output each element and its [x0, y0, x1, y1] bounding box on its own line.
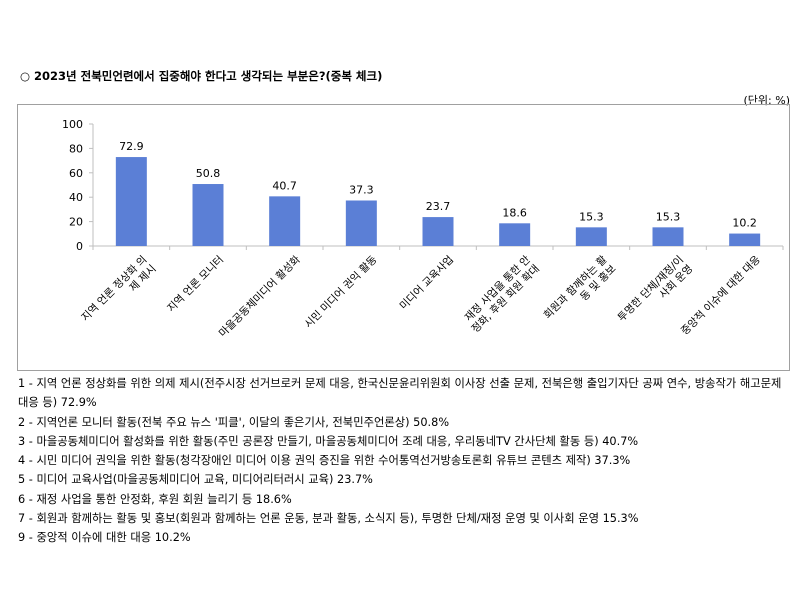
- bar: [652, 227, 684, 246]
- notes-list: 1 - 지역 언론 정상화를 위한 의제 제시(전주시장 선거브로커 문제 대응…: [18, 374, 788, 548]
- bar: [192, 184, 224, 246]
- bar-chart-svg: 0 20 40 60 80 100 72.9 지역 언론 정상화 의제 제시 50.8 지역 언론…: [62, 118, 784, 340]
- x-tick-label-line: 중앙적 이슈에 대한 대응: [679, 253, 763, 337]
- note-item-3: 3 - 마을공동체미디어 활성화를 위한 활동(주민 공론장 만들기, 마을공동…: [18, 434, 639, 448]
- bar: [269, 196, 301, 246]
- data-label: 72.9: [119, 140, 144, 153]
- x-tick-label: 중앙적 이슈에 대한 대응: [679, 253, 763, 337]
- bar: [422, 217, 454, 246]
- data-label: 15.3: [656, 210, 681, 223]
- question-title: ○ 2023년 전북민언련에서 집중해야 한다고 생각되는 부분은?(중복 체크…: [20, 69, 383, 83]
- x-tick-label: 투명한 단체/재정/이사회 운영: [616, 254, 696, 325]
- data-label: 50.8: [196, 167, 221, 180]
- note-item-1: 1 - 지역 언론 정상화를 위한 의제 제시(전주시장 선거브로커 문제 대응…: [18, 377, 782, 410]
- unit-label: (단위: %): [743, 94, 790, 107]
- bar: [345, 200, 377, 246]
- y-tick-label: 0: [76, 240, 83, 253]
- x-tick-label: 재정 사업을 통한 안정화, 후원 회원 확대: [462, 253, 542, 336]
- y-tick-label: 20: [69, 216, 83, 229]
- y-tick-label: 40: [69, 191, 83, 204]
- x-tick-label: 미디어 교육사업: [397, 253, 456, 312]
- data-label: 23.7: [426, 200, 451, 213]
- x-tick-label: 마을공동체미디어 활성화: [216, 253, 303, 340]
- data-label: 15.3: [579, 210, 604, 223]
- note-item-2: 2 - 지역언론 모니터 활동(전북 주요 뉴스 '피클', 이달의 좋은기사,…: [18, 415, 450, 429]
- data-label: 40.7: [272, 179, 297, 192]
- x-tick-label: 시민 미디어 권익 활동: [302, 253, 380, 331]
- bar: [575, 227, 607, 246]
- y-tick-label: 100: [62, 118, 83, 131]
- x-tick-label-line: 마을공동체미디어 활성화: [216, 253, 303, 340]
- data-label: 10.2: [732, 217, 757, 230]
- note-item-9: 9 - 중앙적 이슈에 대한 대응 10.2%: [18, 531, 191, 545]
- data-label: 18.6: [502, 206, 527, 219]
- note-item-7: 7 - 회원과 함께하는 활동 및 홍보(회원과 함께하는 언론 운동, 분과 …: [18, 512, 639, 526]
- x-tick-label-line: 지역 언론 모니터: [165, 254, 226, 315]
- note-item-6: 6 - 재정 사업을 통한 안정화, 후원 회원 늘리기 등 18.6%: [18, 492, 292, 506]
- x-tick-label: 지역 언론 정상화 의제 제시: [79, 254, 158, 324]
- bar: [729, 233, 761, 246]
- data-label: 37.3: [349, 183, 374, 196]
- bar: [115, 157, 147, 246]
- y-tick-label: 60: [69, 167, 83, 180]
- note-item-4: 4 - 시민 미디어 권익을 위한 활동(청각장애인 미디어 이용 권익 증진을…: [18, 454, 631, 468]
- x-tick-label: 지역 언론 모니터: [165, 254, 226, 315]
- x-tick-label-line: 미디어 교육사업: [397, 253, 456, 312]
- bar: [499, 223, 531, 246]
- x-tick-label-line: 시민 미디어 권익 활동: [302, 253, 380, 331]
- y-tick-label: 80: [69, 142, 83, 155]
- x-tick-label: 회원과 함께하는 활동 및 홍보: [541, 253, 619, 322]
- note-item-5: 5 - 미디어 교육사업(마을공동체미디어 교육, 미디어리터러시 교육) 23…: [18, 473, 373, 487]
